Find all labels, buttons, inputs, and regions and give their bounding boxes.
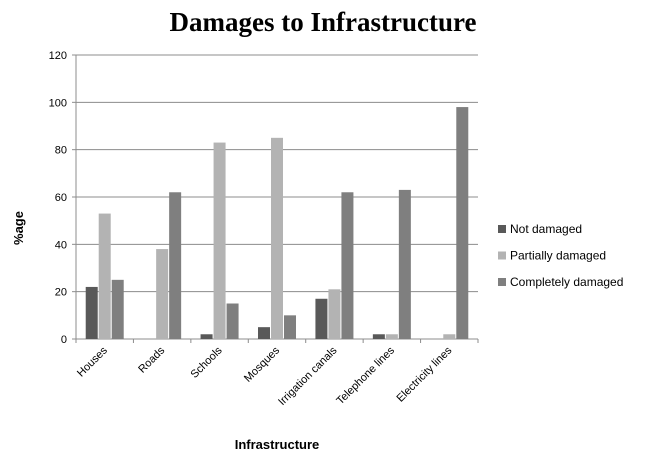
bar-partially-damaged bbox=[328, 289, 341, 339]
legend-label: Partially damaged bbox=[510, 249, 606, 263]
bar-completely-damaged bbox=[169, 192, 182, 339]
y-tick-label: 20 bbox=[55, 287, 67, 299]
y-tick-label: 80 bbox=[55, 145, 67, 157]
bar-not-damaged bbox=[85, 286, 98, 339]
bar-completely-damaged bbox=[226, 303, 239, 339]
chart-title: Damages to Infrastructure bbox=[170, 7, 477, 37]
y-tick-label: 100 bbox=[49, 97, 67, 109]
bar-partially-damaged bbox=[156, 249, 169, 339]
x-tick-label: Mosques bbox=[242, 344, 282, 384]
bars bbox=[85, 107, 469, 339]
bar-completely-damaged bbox=[111, 279, 124, 339]
bar-not-damaged bbox=[315, 298, 328, 339]
bar-not-damaged bbox=[200, 334, 213, 339]
y-axis-title: %age bbox=[11, 211, 26, 245]
x-tick-label: Electricity lines bbox=[394, 344, 454, 404]
legend-label: Not damaged bbox=[510, 222, 582, 236]
bar-partially-damaged bbox=[213, 142, 226, 339]
x-tick-label: Roads bbox=[136, 344, 167, 375]
x-tick-label: Telephone lines bbox=[334, 344, 397, 407]
y-tick-label: 0 bbox=[61, 334, 67, 346]
bar-completely-damaged bbox=[341, 192, 354, 339]
y-tick-label: 40 bbox=[55, 239, 67, 251]
x-tick-label: Houses bbox=[75, 344, 110, 379]
legend-label: Completely damaged bbox=[510, 275, 623, 289]
bar-completely-damaged bbox=[398, 189, 411, 339]
bar-not-damaged bbox=[372, 334, 385, 339]
bar-partially-damaged bbox=[98, 213, 111, 339]
legend: Not damaged Partially damaged Completely d… bbox=[498, 222, 623, 289]
bar-completely-damaged bbox=[284, 315, 296, 339]
bar-partially-damaged bbox=[271, 137, 283, 339]
x-tick-label: Irrigation canals bbox=[276, 344, 340, 408]
legend-swatch bbox=[498, 278, 506, 286]
x-tick-label: Schools bbox=[189, 344, 226, 381]
bar-completely-damaged bbox=[456, 107, 469, 339]
legend-swatch bbox=[498, 251, 506, 260]
bar-not-damaged bbox=[258, 327, 270, 339]
y-tick-label: 120 bbox=[49, 50, 67, 62]
legend-swatch bbox=[498, 225, 506, 233]
bar-partially-damaged bbox=[385, 334, 398, 339]
x-axis-title: Infrastructure bbox=[235, 437, 320, 452]
y-tick-label: 60 bbox=[55, 192, 67, 204]
y-tick-labels: 0 20 40 60 80 100 120 bbox=[49, 50, 67, 346]
bar-partially-damaged bbox=[443, 334, 456, 339]
